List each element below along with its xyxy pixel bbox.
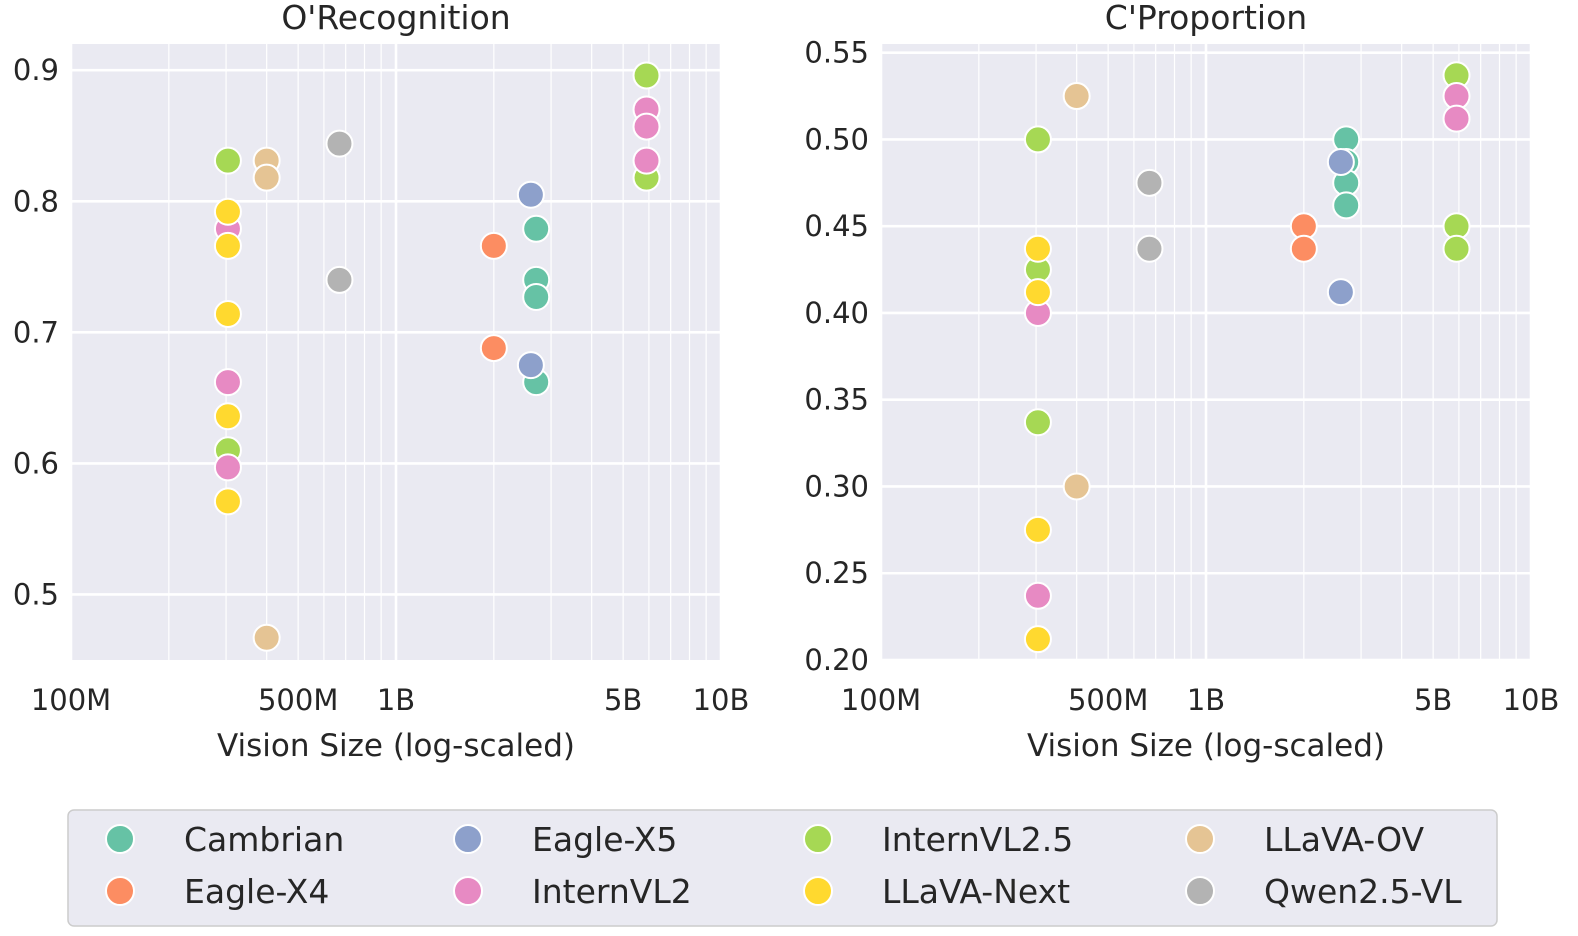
grid xyxy=(879,44,1533,662)
x-tick-label: 5B xyxy=(604,683,642,717)
legend-marker xyxy=(453,824,483,854)
point-eagle-x5 xyxy=(1326,147,1355,176)
legend-label: Eagle-X4 xyxy=(184,872,329,911)
chart-c-proportion: 0.20 0.25 0.30 0.35 0.40 0.45 0.50 0.55 100M 500M… xyxy=(804,0,1559,764)
grid xyxy=(69,44,723,660)
point-llava-next xyxy=(213,231,242,260)
point-qwen2-5-vl xyxy=(325,265,354,294)
x-tick-label: 10B xyxy=(693,683,750,717)
point-internvl2-5 xyxy=(632,61,661,90)
legend-label: LLaVA-Next xyxy=(882,872,1070,911)
legend-item-internvl2-5: InternVL2.5 xyxy=(803,820,1073,859)
data-points xyxy=(1023,61,1471,654)
legend-marker xyxy=(105,876,135,906)
point-internvl2 xyxy=(1442,104,1471,133)
x-tick-label: 1B xyxy=(377,683,415,717)
y-tick-label: 0.25 xyxy=(804,556,869,590)
point-cambrian xyxy=(1332,191,1361,220)
point-eagle-x5 xyxy=(516,180,545,209)
legend-item-cambrian: Cambrian xyxy=(105,820,344,859)
point-llava-next xyxy=(213,487,242,516)
point-internvl2 xyxy=(632,146,661,175)
point-llava-next xyxy=(1023,278,1052,307)
point-eagle-x5 xyxy=(1326,278,1355,307)
point-internvl2 xyxy=(213,453,242,482)
x-tick-label: 500M xyxy=(1068,683,1148,717)
point-eagle-x4 xyxy=(1289,234,1318,263)
point-llava-ov xyxy=(1062,472,1091,501)
legend-marker xyxy=(803,824,833,854)
legend-item-qwen2-5-vl: Qwen2.5-VL xyxy=(1185,872,1462,911)
point-llava-next xyxy=(213,299,242,328)
x-tick-label: 100M xyxy=(841,683,921,717)
point-internvl2-5 xyxy=(1023,125,1052,154)
legend-marker xyxy=(803,876,833,906)
legend-label: Cambrian xyxy=(184,820,344,859)
x-tick-label: 10B xyxy=(1503,683,1560,717)
legend-marker xyxy=(453,876,483,906)
point-internvl2 xyxy=(1023,581,1052,610)
legend-marker xyxy=(1185,824,1215,854)
point-internvl2 xyxy=(632,112,661,141)
chart-o-recognition: 0.5 0.6 0.7 0.8 0.9 100M 500M 1B 5B 10B O'Recognit… xyxy=(13,0,750,764)
legend-item-internvl2: InternVL2 xyxy=(453,872,692,911)
legend-item-eagle-x5: Eagle-X5 xyxy=(453,820,677,859)
point-cambrian xyxy=(522,282,551,311)
legend-label: InternVL2.5 xyxy=(882,820,1073,859)
point-llava-next xyxy=(213,197,242,226)
legend-label: Eagle-X5 xyxy=(532,820,677,859)
legend-label: LLaVA-OV xyxy=(1264,820,1425,859)
point-llava-next xyxy=(213,402,242,431)
x-axis-label: Vision Size (log-scaled) xyxy=(217,728,575,764)
point-llava-next xyxy=(1023,625,1052,654)
point-llava-ov xyxy=(252,623,281,652)
legend-marker xyxy=(105,824,135,854)
x-tick-label: 1B xyxy=(1187,683,1225,717)
point-qwen2-5-vl xyxy=(1135,168,1164,197)
point-qwen2-5-vl xyxy=(1135,234,1164,263)
y-tick-label: 0.50 xyxy=(804,122,869,156)
y-tick-label: 0.5 xyxy=(13,577,59,611)
x-axis-label: Vision Size (log-scaled) xyxy=(1027,728,1385,764)
point-eagle-x4 xyxy=(479,334,508,363)
y-tick-label: 0.40 xyxy=(804,296,869,330)
legend-frame xyxy=(67,809,1498,927)
point-llava-next xyxy=(1023,515,1052,544)
y-tick-label: 0.7 xyxy=(13,315,59,349)
legend-item-llava-next: LLaVA-Next xyxy=(803,872,1070,911)
point-eagle-x5 xyxy=(516,351,545,380)
point-internvl2-5 xyxy=(1023,408,1052,437)
x-tick-label: 100M xyxy=(31,683,111,717)
point-qwen2-5-vl xyxy=(325,129,354,158)
y-tick-label: 0.20 xyxy=(804,643,869,677)
y-tick-label: 0.35 xyxy=(804,383,869,417)
y-tick-label: 0.45 xyxy=(804,209,869,243)
point-internvl2-5 xyxy=(1442,234,1471,263)
x-tick-label: 5B xyxy=(1414,683,1452,717)
legend-marker xyxy=(1185,876,1215,906)
legend: Cambrian Eagle-X5 InternVL2.5 LLaVA-OV Eagle… xyxy=(67,809,1498,927)
x-tick-label: 500M xyxy=(258,683,338,717)
chart-title: O'Recognition xyxy=(281,0,510,37)
point-llava-ov xyxy=(252,163,281,192)
y-tick-label: 0.9 xyxy=(13,53,59,87)
point-eagle-x4 xyxy=(479,231,508,260)
y-tick-label: 0.55 xyxy=(804,36,869,70)
chart-title: C'Proportion xyxy=(1105,0,1307,37)
y-tick-label: 0.6 xyxy=(13,446,59,480)
legend-item-eagle-x4: Eagle-X4 xyxy=(105,872,329,911)
point-internvl2 xyxy=(213,368,242,397)
point-llava-ov xyxy=(1062,82,1091,111)
point-llava-next xyxy=(1023,234,1052,263)
legend-label: InternVL2 xyxy=(532,872,692,911)
legend-label: Qwen2.5-VL xyxy=(1264,872,1462,911)
y-tick-label: 0.8 xyxy=(13,184,59,218)
legend-item-llava-ov: LLaVA-OV xyxy=(1185,820,1425,859)
y-tick-label: 0.30 xyxy=(804,469,869,503)
point-internvl2-5 xyxy=(213,146,242,175)
data-points xyxy=(213,61,661,652)
point-cambrian xyxy=(522,214,551,243)
